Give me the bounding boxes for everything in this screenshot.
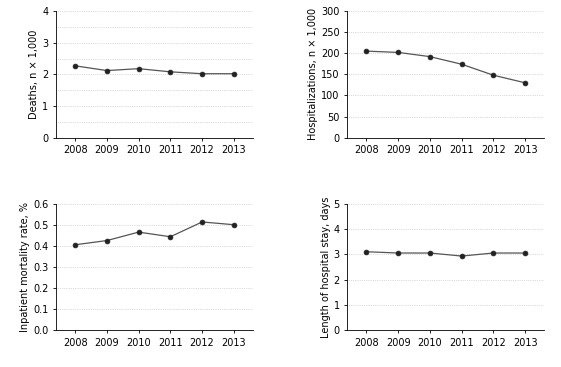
Y-axis label: Length of hospital stay, days: Length of hospital stay, days xyxy=(321,196,330,338)
Y-axis label: Deaths, n × 1,000: Deaths, n × 1,000 xyxy=(29,30,39,119)
Y-axis label: Inpatient mortality rate, %: Inpatient mortality rate, % xyxy=(20,202,30,332)
Y-axis label: Hospitalizations, n × 1,000: Hospitalizations, n × 1,000 xyxy=(309,8,318,141)
